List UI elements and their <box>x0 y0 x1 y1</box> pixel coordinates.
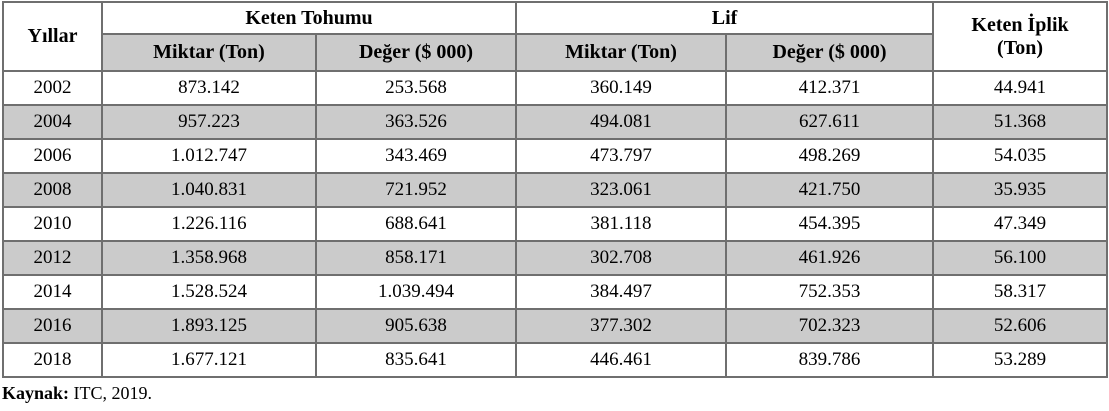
value-cell: 454.395 <box>725 206 935 242</box>
value-cell: 858.171 <box>314 240 518 276</box>
value-cell: 343.469 <box>314 138 518 174</box>
value-cell: 363.526 <box>314 104 518 140</box>
value-cell: 752.353 <box>725 274 935 310</box>
value-cell: 905.638 <box>314 308 518 344</box>
value-cell: 377.302 <box>515 308 728 344</box>
value-cell: 51.368 <box>932 104 1109 140</box>
keten-iplik-line2: (Ton) <box>997 36 1043 59</box>
value-cell: 1.226.116 <box>101 206 317 242</box>
value-cell: 494.081 <box>515 104 728 140</box>
value-cell: 35.935 <box>932 172 1109 208</box>
value-cell: 384.497 <box>515 274 728 310</box>
value-cell: 53.289 <box>932 342 1109 378</box>
keten-iplik-line1: Keten İplik <box>971 13 1069 36</box>
col-header-lif-deger: Değer ($ 000) <box>725 33 935 72</box>
table-row: 2016 1.893.125 905.638 377.302 702.323 52.606 <box>2 308 1109 344</box>
header-group-row: Yıllar Keten Tohumu Lif Keten İplik (Ton… <box>2 1 1109 72</box>
value-cell: 1.677.121 <box>101 342 317 378</box>
flax-statistics-table: Yıllar Keten Tohumu Lif Keten İplik (Ton… <box>2 1 1109 378</box>
col-header-tohumu-miktar: Miktar (Ton) <box>101 33 317 72</box>
year-cell: 2010 <box>2 206 103 242</box>
value-cell: 52.606 <box>932 308 1109 344</box>
value-cell: 873.142 <box>101 70 317 106</box>
col-group-keten-tohumu: Keten Tohumu <box>100 1 518 35</box>
value-cell: 381.118 <box>515 206 728 242</box>
year-cell: 2006 <box>2 138 103 174</box>
value-cell: 253.568 <box>314 70 518 106</box>
table-row: 2006 1.012.747 343.469 473.797 498.269 54.035 <box>2 138 1109 174</box>
table-row: 2002 873.142 253.568 360.149 412.371 44.941 <box>2 70 1109 106</box>
col-header-lif-miktar: Miktar (Ton) <box>515 33 728 72</box>
value-cell: 302.708 <box>515 240 728 276</box>
value-cell: 498.269 <box>725 138 935 174</box>
table-row: 2018 1.677.121 835.641 446.461 839.786 53.289 <box>2 342 1109 378</box>
value-cell: 627.611 <box>725 104 935 140</box>
value-cell: 323.061 <box>515 172 728 208</box>
value-cell: 360.149 <box>515 70 728 106</box>
col-header-keten-iplik: Keten İplik (Ton) <box>932 1 1109 72</box>
table-row: 2012 1.358.968 858.171 302.708 461.926 56.100 <box>2 240 1109 276</box>
year-cell: 2002 <box>2 70 103 106</box>
source-label: Kaynak: <box>2 383 70 403</box>
year-cell: 2004 <box>2 104 103 140</box>
year-cell: 2018 <box>2 342 103 378</box>
value-cell: 1.893.125 <box>101 308 317 344</box>
table-body: 2002 873.142 253.568 360.149 412.371 44.941 20… <box>2 70 1109 378</box>
value-cell: 721.952 <box>314 172 518 208</box>
value-cell: 1.040.831 <box>101 172 317 208</box>
year-cell: 2014 <box>2 274 103 310</box>
value-cell: 47.349 <box>932 206 1109 242</box>
col-group-lif: Lif <box>515 1 935 35</box>
value-cell: 54.035 <box>932 138 1109 174</box>
value-cell: 835.641 <box>314 342 518 378</box>
value-cell: 1.039.494 <box>314 274 518 310</box>
col-header-years: Yıllar <box>2 1 103 72</box>
value-cell: 58.317 <box>932 274 1109 310</box>
table-row: 2004 957.223 363.526 494.081 627.611 51.368 <box>2 104 1109 140</box>
table-header: Yıllar Keten Tohumu Lif Keten İplik (Ton… <box>2 1 1109 72</box>
col-header-tohumu-deger: Değer ($ 000) <box>314 33 518 72</box>
table-row: 2008 1.040.831 721.952 323.061 421.750 35.935 <box>2 172 1109 208</box>
value-cell: 702.323 <box>725 308 935 344</box>
value-cell: 1.012.747 <box>101 138 317 174</box>
header-sub-row: Miktar (Ton) Değer ($ 000) Miktar (Ton) … <box>3 33 1107 72</box>
year-cell: 2012 <box>2 240 103 276</box>
value-cell: 473.797 <box>515 138 728 174</box>
value-cell: 421.750 <box>725 172 935 208</box>
value-cell: 839.786 <box>725 342 935 378</box>
value-cell: 446.461 <box>515 342 728 378</box>
source-note: Kaynak: ITC, 2019. <box>2 383 1107 405</box>
value-cell: 1.528.524 <box>101 274 317 310</box>
value-cell: 1.358.968 <box>101 240 317 276</box>
table-row: 2014 1.528.524 1.039.494 384.497 752.353 58.3… <box>2 274 1109 310</box>
year-cell: 2016 <box>2 308 103 344</box>
source-text: ITC, 2019. <box>73 383 153 403</box>
value-cell: 688.641 <box>314 206 518 242</box>
value-cell: 957.223 <box>101 104 317 140</box>
value-cell: 412.371 <box>725 70 935 106</box>
value-cell: 56.100 <box>932 240 1109 276</box>
year-cell: 2008 <box>2 172 103 208</box>
table-row: 2010 1.226.116 688.641 381.118 454.395 47.349 <box>2 206 1109 242</box>
value-cell: 44.941 <box>932 70 1109 106</box>
value-cell: 461.926 <box>725 240 935 276</box>
